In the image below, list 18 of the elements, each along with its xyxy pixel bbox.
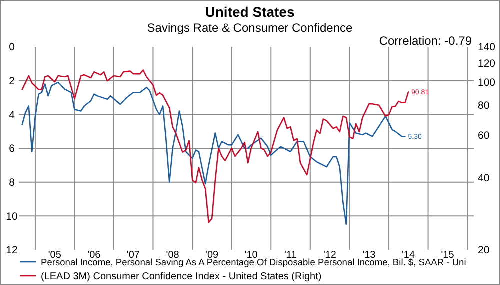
y-tick-label: 4 [9, 109, 16, 122]
chart-title: United States [205, 4, 295, 20]
legend-label: (LEAD 3M) Consumer Confidence Index - United States (Right) [41, 272, 322, 282]
y-tick-label: 2 [9, 76, 16, 88]
y-tick-label: 8 [9, 177, 16, 190]
y2-tick-label: 20 [478, 244, 490, 257]
y-tick-label: 6 [9, 143, 16, 156]
y2-tick-label: 80 [478, 100, 490, 112]
y2-tick-label: 120 [478, 58, 496, 70]
y2-tick-label: 100 [478, 76, 496, 89]
y-tick-label: 10 [6, 210, 18, 223]
annotation: Correlation: -0.79 [379, 34, 472, 48]
y2-tick-label: 140 [478, 42, 496, 54]
y2-tick-label: 40 [478, 172, 490, 184]
chart-subtitle: Savings Rate & Consumer Confidence [147, 21, 354, 35]
y-tick-label: 0 [9, 42, 16, 54]
y-tick-label: 12 [6, 244, 18, 257]
y2-tick-label: 60 [478, 130, 490, 142]
